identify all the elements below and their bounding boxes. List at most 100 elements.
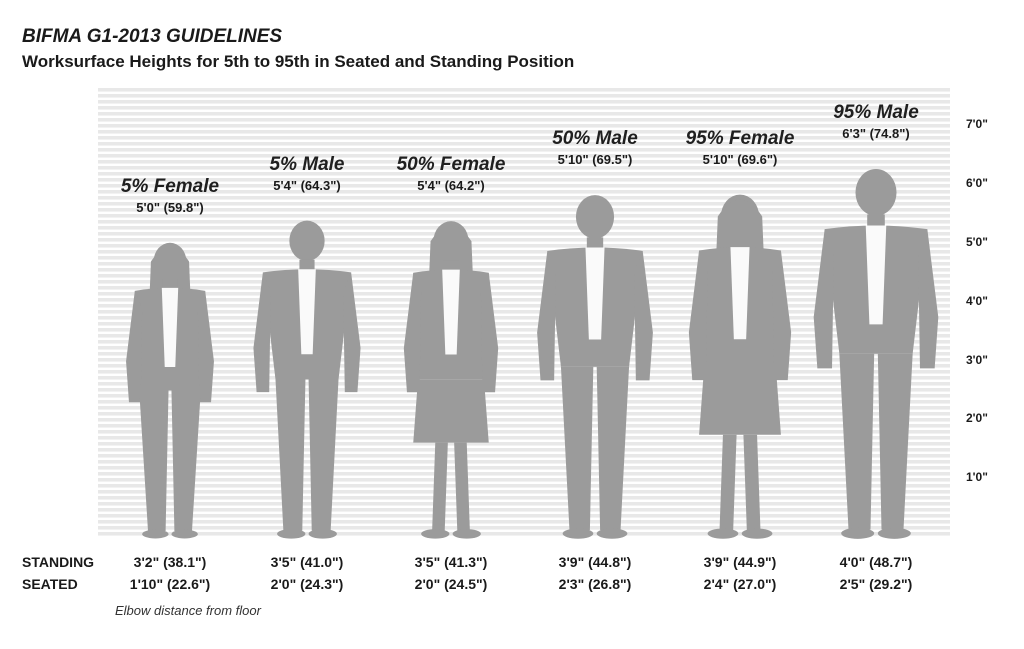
stripe — [98, 118, 950, 122]
stripe — [98, 346, 950, 350]
stripe — [98, 508, 950, 512]
scale-label: 2'0" — [966, 411, 988, 426]
figure-silhouette — [403, 221, 499, 539]
stripe — [98, 148, 950, 152]
stripe — [98, 268, 950, 272]
stripe — [98, 394, 950, 398]
stripe — [98, 316, 950, 320]
stripe — [98, 322, 950, 326]
figure-silhouette — [126, 242, 214, 539]
stripe — [98, 112, 950, 116]
figure-label: 5% Female 5'0" (59.8") — [70, 176, 270, 215]
stripe — [98, 88, 950, 92]
stripe — [98, 364, 950, 368]
stripe — [98, 490, 950, 494]
scale-label: 6'0" — [966, 176, 988, 191]
stripe — [98, 376, 950, 380]
stripe — [98, 304, 950, 308]
figure-name: 5% Female — [120, 175, 220, 197]
scale-label: 4'0" — [966, 293, 988, 308]
elbow-standing-value: 3'5" (41.3") — [414, 554, 488, 570]
stripe — [98, 406, 950, 410]
figure-label: 50% Female 5'4" (64.2") — [351, 154, 551, 193]
stripe — [98, 412, 950, 416]
stripe — [98, 442, 950, 446]
seated-label: SEATED — [22, 576, 78, 592]
figure-label: 95% Male 6'3" (74.8") — [776, 102, 976, 141]
elbow-standing-value: 3'2" (38.1") — [133, 554, 207, 570]
figure-height: 6'3" (74.8") — [842, 126, 910, 142]
elbow-standing-value: 3'9" (44.9") — [703, 554, 777, 570]
stripe — [98, 142, 950, 146]
stripe — [98, 178, 950, 182]
figure-label: 5% Male 5'4" (64.3") — [207, 154, 407, 193]
elbow-seated-value: 2'5" (29.2") — [839, 576, 913, 592]
stripe — [98, 328, 950, 332]
figure-name: 50% Male — [552, 128, 638, 150]
stripe — [98, 154, 950, 158]
figure-silhouette — [688, 194, 792, 539]
stripe — [98, 370, 950, 374]
diagram-title: BIFMA G1-2013 GUIDELINES — [22, 26, 283, 47]
elbow-seated-value: 1'10" (22.6") — [129, 576, 211, 592]
stripe — [98, 256, 950, 260]
stripe — [98, 208, 950, 212]
figure-height: 5'4" (64.2") — [417, 178, 485, 194]
stripe — [98, 214, 950, 218]
stripe — [98, 226, 950, 230]
stripe — [98, 196, 950, 200]
stripe — [98, 472, 950, 476]
elbow-seated-value: 2'4" (27.0") — [703, 576, 777, 592]
stripe — [98, 334, 950, 338]
elbow-note: Elbow distance from floor — [115, 603, 261, 618]
stripe — [98, 190, 950, 194]
figure-height: 5'10" (69.5") — [557, 152, 633, 168]
stripe — [98, 274, 950, 278]
figure-height: 5'0" (59.8") — [136, 199, 204, 215]
elbow-standing-value: 3'5" (41.0") — [270, 554, 344, 570]
stripe — [98, 466, 950, 470]
figure-name: 5% Male — [269, 153, 345, 175]
stripe — [98, 166, 950, 170]
stripe — [98, 130, 950, 134]
stripe — [98, 520, 950, 524]
figures-group — [126, 169, 939, 539]
stripe — [98, 292, 950, 296]
figure-height: 5'4" (64.3") — [273, 177, 341, 193]
stripe — [98, 100, 950, 104]
elbow-seated-value: 2'3" (26.8") — [558, 576, 632, 592]
stripe — [98, 286, 950, 290]
stripe — [98, 460, 950, 464]
figure-silhouette — [813, 169, 939, 539]
scale-label: 3'0" — [966, 352, 988, 367]
stripe — [98, 298, 950, 302]
elbow-seated-value: 2'0" (24.5") — [414, 576, 488, 592]
stripe — [98, 358, 950, 362]
elbow-standing-value: 3'9" (44.8") — [558, 554, 632, 570]
stripe — [98, 310, 950, 314]
stripe — [98, 478, 950, 482]
elbow-seated-value: 2'0" (24.3") — [270, 576, 344, 592]
stripe — [98, 172, 950, 176]
figure-label: 50% Male 5'10" (69.5") — [495, 128, 695, 167]
scale-label: 7'0" — [966, 117, 988, 132]
stripe — [98, 124, 950, 128]
figure-name: 95% Female — [685, 127, 795, 149]
standing-label: STANDING — [22, 554, 95, 570]
stripe — [98, 232, 950, 236]
background-stripes — [98, 88, 950, 536]
stripe — [98, 448, 950, 452]
figure-name: 95% Male — [833, 102, 919, 124]
stripe — [98, 184, 950, 188]
stripe — [98, 418, 950, 422]
figure-height: 5'10" (69.6") — [702, 151, 778, 167]
stripe — [98, 238, 950, 242]
stripe — [98, 280, 950, 284]
stripe — [98, 250, 950, 254]
stripe — [98, 514, 950, 518]
stripe — [98, 484, 950, 488]
stripe — [98, 220, 950, 224]
scale-label: 1'0" — [966, 470, 988, 485]
stripe — [98, 454, 950, 458]
